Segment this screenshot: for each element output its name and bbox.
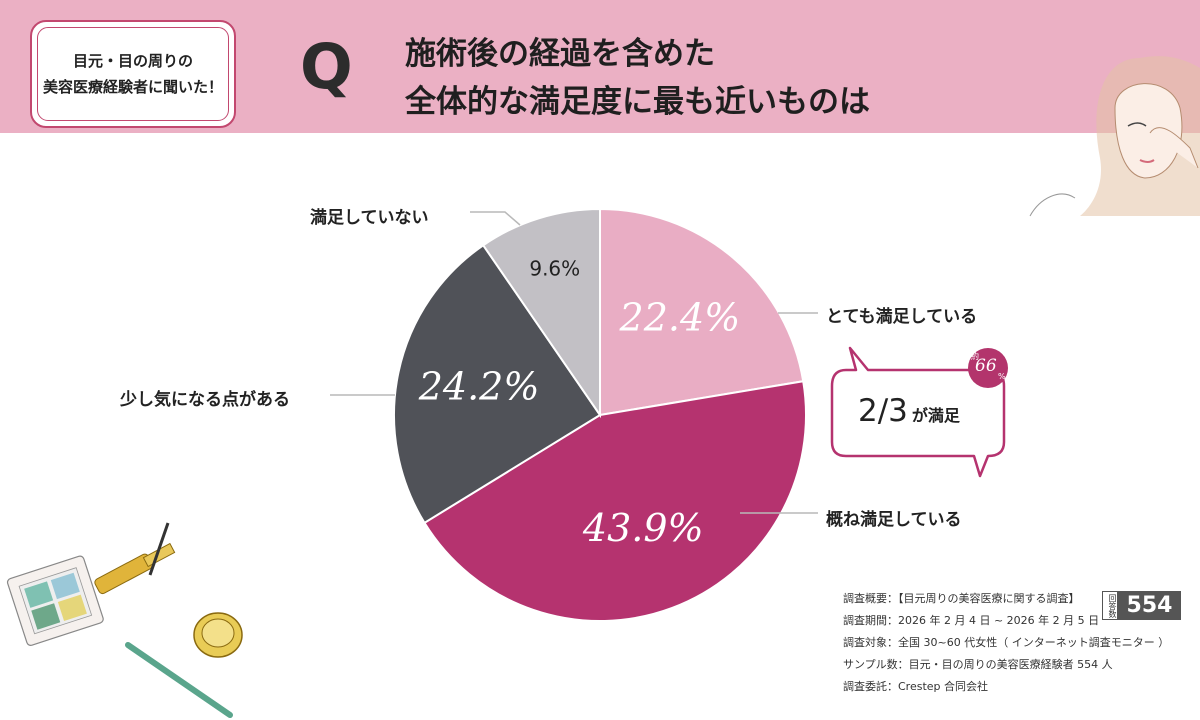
respondent-count: 554: [1118, 591, 1181, 620]
slice-some-concerns: [393, 243, 602, 525]
respondent-box: 回答数 554: [1102, 591, 1181, 620]
label-some-concerns: 少し気になる点がある: [120, 390, 290, 410]
slice-very-satisfied: [599, 207, 805, 417]
percent-stamp: 約 66 %: [968, 348, 1008, 388]
slice-mostly-satisfied: [423, 380, 807, 622]
question-line-1: 施術後の経過を含めた: [405, 36, 715, 72]
question-title: 施術後の経過を含めた 全体的な満足度に最も近いものは: [405, 30, 870, 126]
label-very-satisfied: とても満足している: [826, 307, 978, 327]
stamp-prefix: 約: [971, 352, 979, 361]
value-not-satisfied: 9.6%: [529, 256, 580, 280]
value-mostly-satisfied: 43.9%: [582, 506, 704, 550]
question-line-2: 全体的な満足度に最も近いものは: [405, 84, 870, 120]
callout-fraction: 2/3: [858, 393, 908, 429]
callout-caption: が満足: [911, 406, 960, 425]
woman-illustration: [1029, 56, 1200, 217]
value-very-satisfied: 22.4%: [619, 296, 741, 340]
cosmetics-illustration: [6, 522, 243, 718]
label-mostly-satisfied: 概ね満足している: [826, 510, 962, 530]
survey-details: 調査概要：【目元周りの美容医療に関する調査】 調査期間：2026 年 2 月 4…: [843, 588, 1169, 698]
survey-period: 調査期間：2026 年 2 月 4 日 ~ 2026 年 2 月 5 日: [843, 614, 1100, 627]
survey-overview: 調査概要：【目元周りの美容医療に関する調査】: [843, 592, 1080, 605]
survey-commissioner: 調査委託：Crestep 合同会社: [843, 680, 989, 693]
survey-target: 調査対象：全国 30~60 代女性（ インターネット調査モニター ）: [843, 636, 1170, 649]
survey-badge: 目元・目の周りの 美容医療経験者に聞いた！: [30, 20, 236, 128]
leader-not-satisfied: [470, 211, 521, 226]
callout-text: 2/3 が満足: [858, 393, 960, 429]
survey-sample: サンプル数：目元・目の周りの美容医療経験者 554 人: [843, 658, 1113, 671]
slice-not-satisfied: [481, 207, 601, 419]
question-mark-label: Q: [300, 30, 353, 103]
value-some-concerns: 24.2%: [418, 364, 540, 408]
stamp-unit: %: [998, 372, 1006, 381]
label-not-satisfied: 満足していない: [310, 208, 429, 228]
stamp-value: 66: [975, 356, 997, 376]
respondent-label: 回答数: [1102, 591, 1118, 620]
